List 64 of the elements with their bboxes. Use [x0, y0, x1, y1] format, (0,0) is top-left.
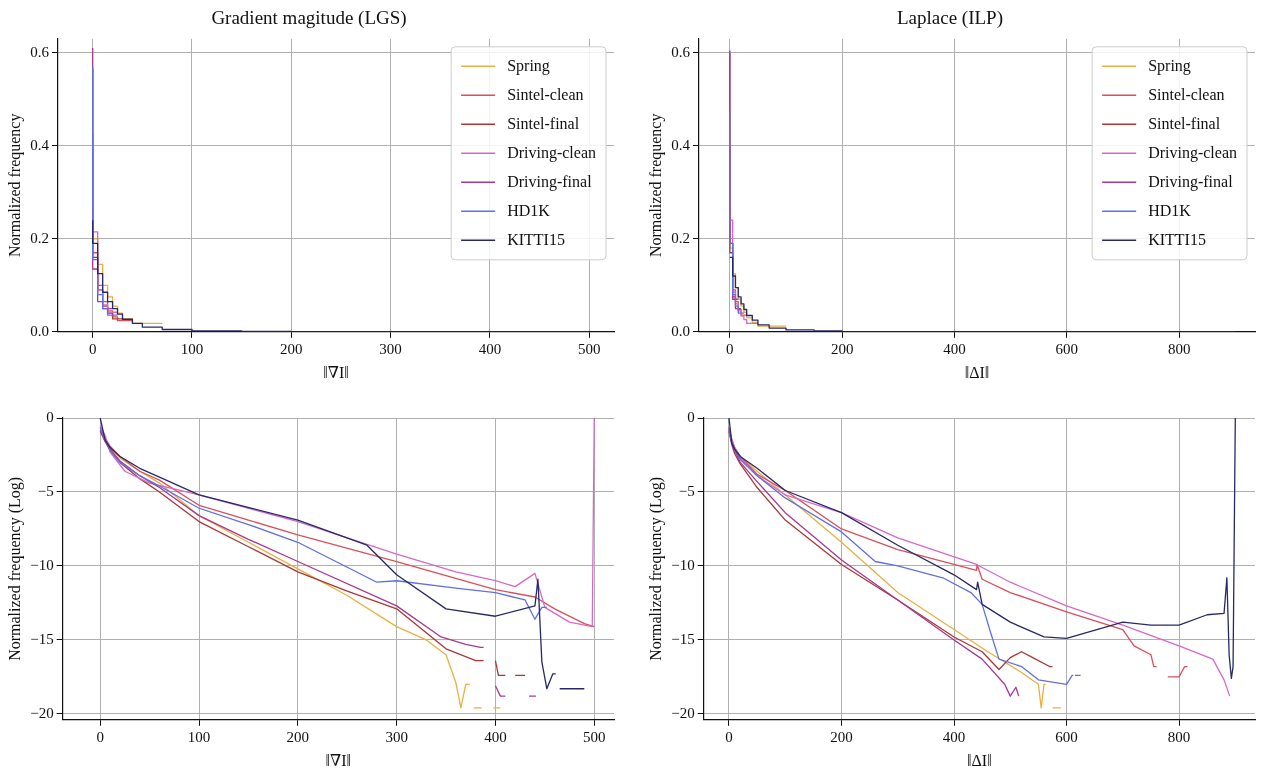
- x-tick-label: 0: [725, 728, 733, 745]
- chart-title: Gradient magitude (LGS): [211, 7, 407, 30]
- y-tick-label: −15: [671, 630, 695, 647]
- x-axis-title: ‖ΔI‖: [967, 751, 992, 769]
- legend-label: Spring: [1148, 56, 1191, 75]
- x-tick-label: 0: [88, 340, 97, 357]
- y-axis-title: Normalized frequency: [646, 113, 665, 258]
- y-tick-label: 0.6: [671, 43, 691, 60]
- legend-label: Sintel-final: [507, 114, 580, 132]
- x-tick-label: 100: [187, 728, 211, 745]
- legend-label: Sintel-clean: [1148, 85, 1225, 103]
- y-tick-label: 0.2: [30, 229, 49, 246]
- y-tick-label: 0.6: [30, 43, 50, 60]
- x-tick-label: 400: [942, 728, 966, 745]
- y-tick-label: −10: [671, 556, 695, 573]
- x-tick-label: 200: [286, 728, 310, 745]
- legend-label: Driving-clean: [1148, 143, 1238, 162]
- x-tick-label: 800: [1167, 340, 1191, 357]
- y-tick-label: −20: [671, 704, 695, 721]
- y-axis-title: Normalized frequency (Log): [5, 476, 24, 661]
- y-tick-label: −10: [30, 556, 54, 573]
- legend-label: Sintel-clean: [507, 85, 584, 103]
- x-tick-label: 300: [379, 340, 402, 357]
- x-axis-title: ‖ΔI‖: [964, 363, 990, 381]
- legend-label: Driving-clean: [507, 143, 597, 162]
- x-tick-label: 500: [577, 340, 601, 357]
- legend-label: KITTI15: [1148, 230, 1206, 248]
- x-tick-label: 600: [1055, 728, 1078, 745]
- x-tick-label: 800: [1167, 728, 1191, 745]
- x-tick-label: 600: [1055, 340, 1079, 357]
- y-tick-label: 0: [46, 408, 54, 425]
- legend-label: Driving-final: [1148, 172, 1234, 191]
- x-tick-label: 400: [943, 340, 966, 357]
- x-tick-label: 500: [582, 728, 606, 745]
- x-tick-label: 0: [726, 340, 734, 357]
- x-tick-label: 200: [280, 340, 303, 357]
- y-tick-label: 0.4: [30, 136, 50, 153]
- y-tick-label: 0.0: [671, 322, 690, 339]
- x-tick-label: 200: [830, 728, 853, 745]
- x-axis-title: ‖∇I‖: [325, 751, 352, 769]
- legend-label: Sintel-final: [1148, 114, 1221, 132]
- x-tick-label: 0: [96, 728, 104, 745]
- x-tick-label: 300: [385, 728, 408, 745]
- x-tick-label: 400: [484, 728, 507, 745]
- y-tick-label: −15: [30, 630, 54, 647]
- legend-label: HD1K: [507, 201, 551, 219]
- x-tick-label: 400: [478, 340, 502, 357]
- y-axis-title: Normalized frequency (Log): [646, 476, 665, 661]
- legend-label: Spring: [507, 56, 550, 75]
- y-tick-label: −20: [30, 704, 54, 721]
- y-tick-label: 0.0: [30, 322, 49, 339]
- y-axis-title: Normalized frequency: [5, 113, 24, 258]
- legend-label: HD1K: [1148, 201, 1192, 219]
- x-axis-title: ‖∇I‖: [323, 363, 349, 381]
- x-tick-label: 100: [180, 340, 204, 357]
- y-tick-label: 0: [687, 408, 695, 425]
- x-tick-label: 200: [830, 340, 854, 357]
- y-tick-label: −5: [678, 482, 695, 499]
- chart-title: Laplace (ILP): [896, 7, 1004, 30]
- y-tick-label: −5: [37, 482, 54, 499]
- legend-label: KITTI15: [507, 230, 565, 248]
- y-tick-label: 0.4: [671, 136, 691, 153]
- legend-label: Driving-final: [507, 172, 593, 191]
- y-tick-label: 0.2: [671, 229, 690, 246]
